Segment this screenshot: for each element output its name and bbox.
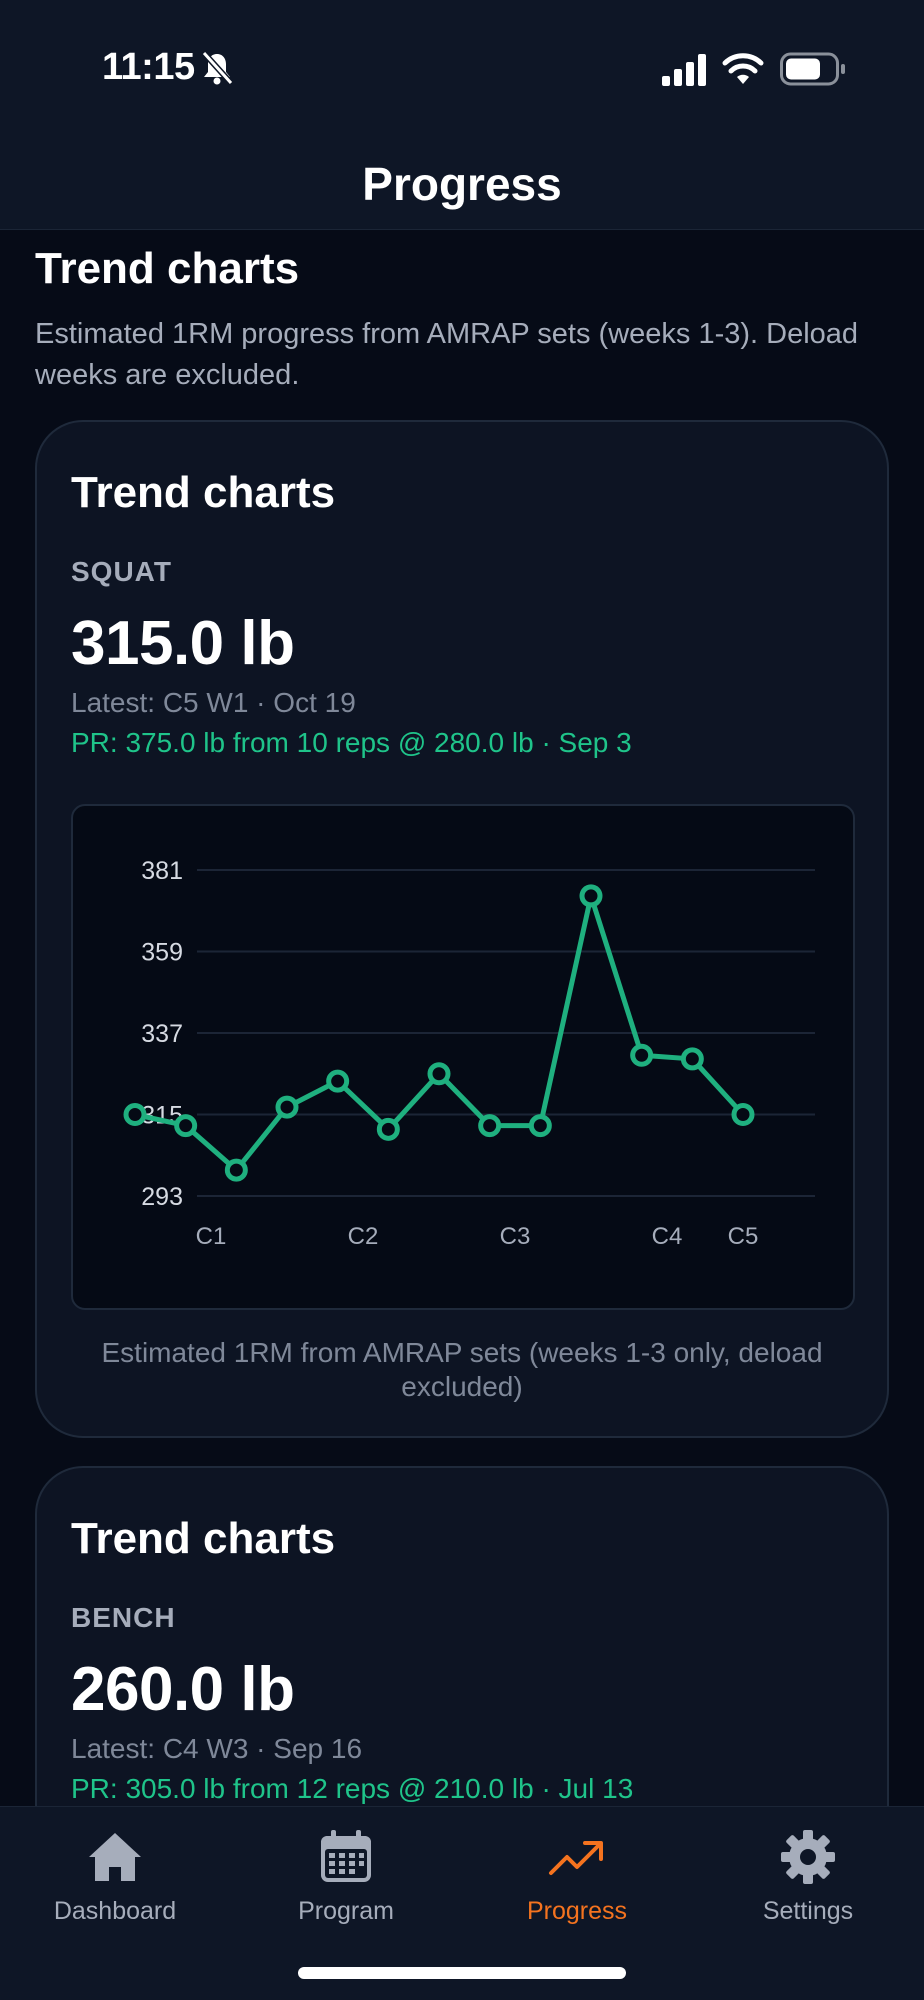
trend-icon: [549, 1841, 603, 1875]
x-tick-label: C3: [500, 1223, 531, 1250]
card-title: Trend charts: [71, 1514, 336, 1563]
gear-icon: [781, 1830, 835, 1884]
calendar-icon: [321, 1830, 371, 1882]
cellular-signal-icon: [662, 54, 706, 86]
y-tick-label: 381: [141, 857, 183, 885]
latest-entry: Latest: C5 W1 · Oct 19: [71, 687, 356, 718]
tab-label: Dashboard: [53, 1897, 177, 1925]
tab-program[interactable]: Program: [246, 1827, 446, 1926]
data-point: [731, 1103, 755, 1126]
data-point: [224, 1158, 248, 1182]
tab-progress[interactable]: Progress: [477, 1827, 677, 1926]
latest-entry: Latest: C4 W3 · Sep 16: [71, 1733, 363, 1764]
tab-label: Settings: [762, 1897, 854, 1925]
tab-dashboard[interactable]: Dashboard: [15, 1827, 215, 1926]
x-tick-label: C1: [196, 1223, 227, 1250]
bell-muted-icon: [201, 50, 234, 86]
tab-label: Program: [298, 1897, 394, 1925]
lift-name: SQUAT: [71, 556, 172, 587]
data-point: [427, 1062, 451, 1086]
data-point: [326, 1069, 350, 1093]
tab-label: Progress: [526, 1897, 628, 1925]
wifi-icon: [722, 53, 764, 84]
squat-trend-card: Trend charts SQUAT 315.0 lb Latest: C5 W…: [35, 420, 889, 1438]
home-icon: [89, 1833, 141, 1881]
data-point: [528, 1114, 552, 1138]
y-tick-label: 359: [141, 939, 183, 967]
lift-name: BENCH: [71, 1602, 176, 1633]
battery-icon: [780, 52, 845, 86]
top-bar: 11:15 Progress: [0, 0, 924, 230]
x-tick-label: C5: [728, 1223, 759, 1250]
data-point: [123, 1103, 147, 1126]
x-tick-label: C4: [652, 1223, 683, 1250]
pr-entry: PR: 375.0 lb from 10 reps @ 280.0 lb · S…: [71, 727, 632, 758]
data-point: [275, 1095, 299, 1119]
data-point: [630, 1043, 654, 1067]
data-point: [376, 1117, 400, 1141]
home-indicator: [298, 1967, 626, 1979]
x-tick-label: C2: [348, 1223, 379, 1250]
data-point: [579, 884, 603, 908]
card-title: Trend charts: [71, 468, 336, 517]
y-tick-label: 337: [141, 1020, 183, 1048]
data-point: [680, 1047, 704, 1071]
status-time: 11:15: [102, 46, 195, 88]
pr-entry: PR: 305.0 lb from 12 reps @ 210.0 lb · J…: [71, 1773, 634, 1804]
y-tick-label: 293: [141, 1183, 183, 1211]
page-title: Progress: [362, 158, 562, 210]
estimated-1rm-value: 315.0 lb: [71, 609, 295, 678]
trend-chart: 293 315 337 359 381 C1 C2 C3 C4 C5: [71, 804, 855, 1310]
section-title: Trend charts: [35, 244, 300, 293]
data-point: [174, 1114, 198, 1138]
chart-caption: Estimated 1RM from AMRAP sets (weeks 1-3…: [101, 1337, 823, 1402]
estimated-1rm-value: 260.0 lb: [71, 1655, 295, 1724]
tab-settings[interactable]: Settings: [708, 1827, 908, 1926]
section-subtitle: Estimated 1RM progress from AMRAP sets (…: [35, 318, 859, 391]
data-point: [478, 1114, 502, 1138]
